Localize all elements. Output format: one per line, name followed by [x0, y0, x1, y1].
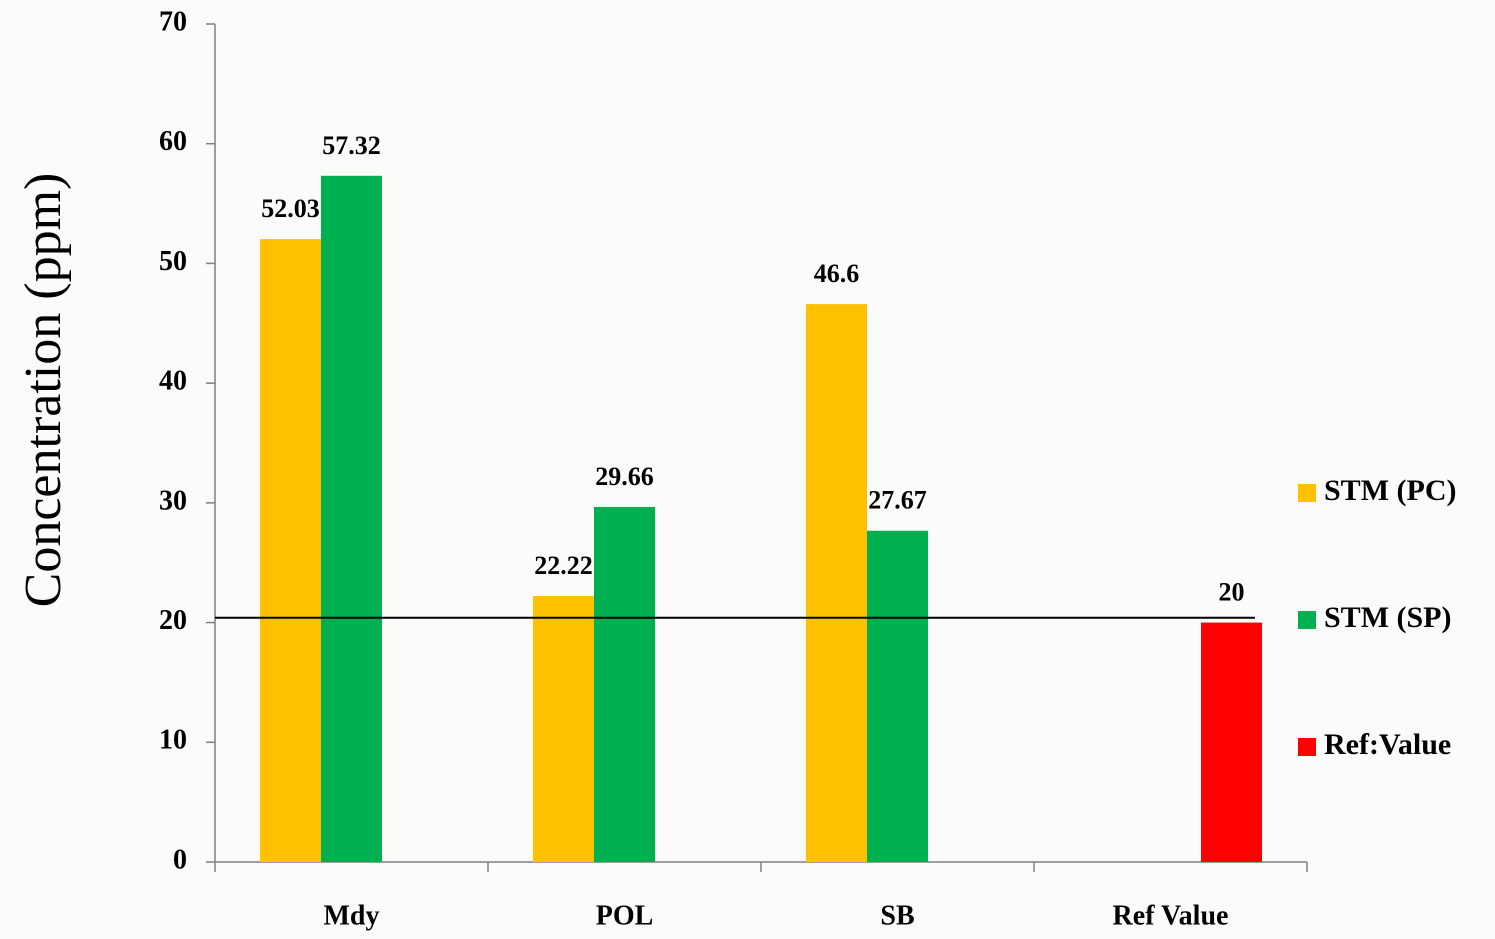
bar [321, 175, 382, 862]
x-tick-label: POL [596, 900, 654, 931]
y-axis-label: Concentration (ppm) [15, 173, 72, 608]
y-tick-label: 10 [159, 725, 187, 756]
value-label: 20 [1219, 578, 1245, 607]
x-tick-label: Mdy [324, 900, 380, 931]
value-label: 57.32 [322, 131, 381, 160]
value-label: 46.6 [814, 259, 860, 288]
bar [1201, 622, 1262, 862]
value-label: 52.03 [261, 194, 320, 223]
y-tick-label: 50 [159, 246, 187, 277]
legend-swatch [1298, 484, 1316, 502]
x-tick-label: Ref Value [1113, 900, 1229, 931]
bar [806, 304, 867, 862]
legend-label: Ref:Value [1324, 728, 1451, 761]
y-tick-label: 30 [159, 485, 187, 516]
legend-label: STM (PC) [1324, 474, 1456, 507]
y-tick-label: 20 [159, 605, 187, 636]
bar [867, 530, 928, 862]
bar [594, 506, 655, 862]
value-label: 27.67 [868, 486, 927, 515]
y-tick-label: 60 [159, 126, 187, 157]
bar [533, 595, 594, 862]
x-tick-label: SB [880, 900, 914, 931]
legend-swatch [1298, 611, 1316, 629]
y-tick-label: 70 [159, 6, 187, 37]
bar [260, 239, 321, 862]
y-tick-label: 40 [159, 366, 187, 397]
legend-swatch [1298, 738, 1316, 756]
y-tick-label: 0 [173, 844, 187, 875]
legend-label: STM (SP) [1324, 601, 1452, 634]
value-label: 22.22 [534, 551, 593, 580]
value-label: 29.66 [595, 462, 654, 491]
